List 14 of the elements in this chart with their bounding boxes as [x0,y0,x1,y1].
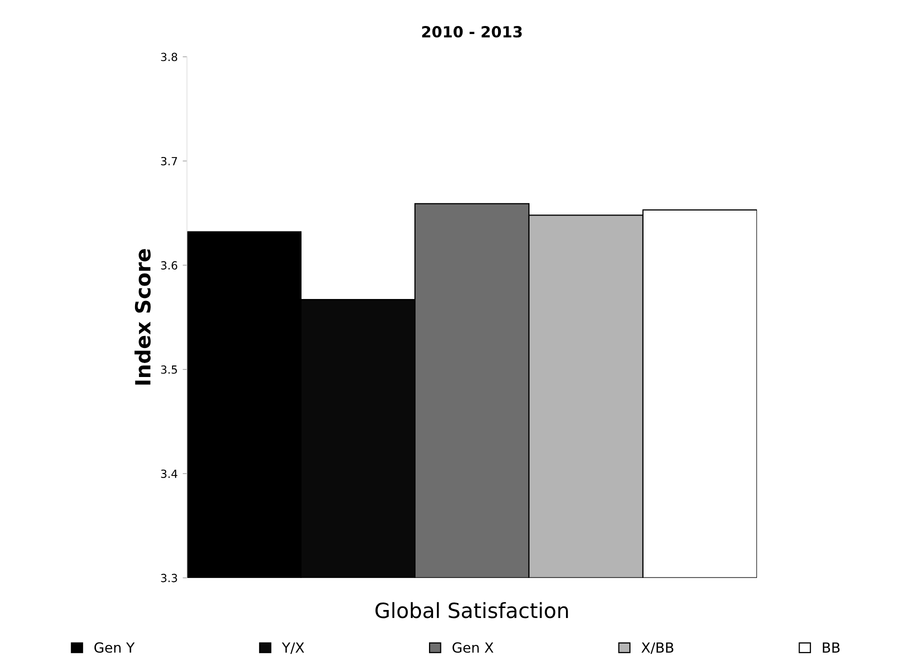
y-tick-label: 3.7 [161,156,177,166]
y-tick-label: 3.8 [161,52,178,62]
legend-label: Gen X [452,642,494,653]
legend-label: Gen Y [94,642,135,653]
y-axis-title: Index Score [134,249,151,385]
chart-title: 2010 - 2013 [422,26,522,38]
y-tick-label: 3.3 [161,574,178,582]
legend-label: Y/X [282,642,304,654]
legend-label: X/BB [641,642,674,654]
legend-label: BB [822,642,840,653]
x-axis-title: Global Satisfaction [375,602,568,618]
y-tick-label: 3.5 [161,365,177,374]
y-tick-label: 3.4 [161,470,178,478]
y-tick-label: 3.6 [161,261,178,270]
